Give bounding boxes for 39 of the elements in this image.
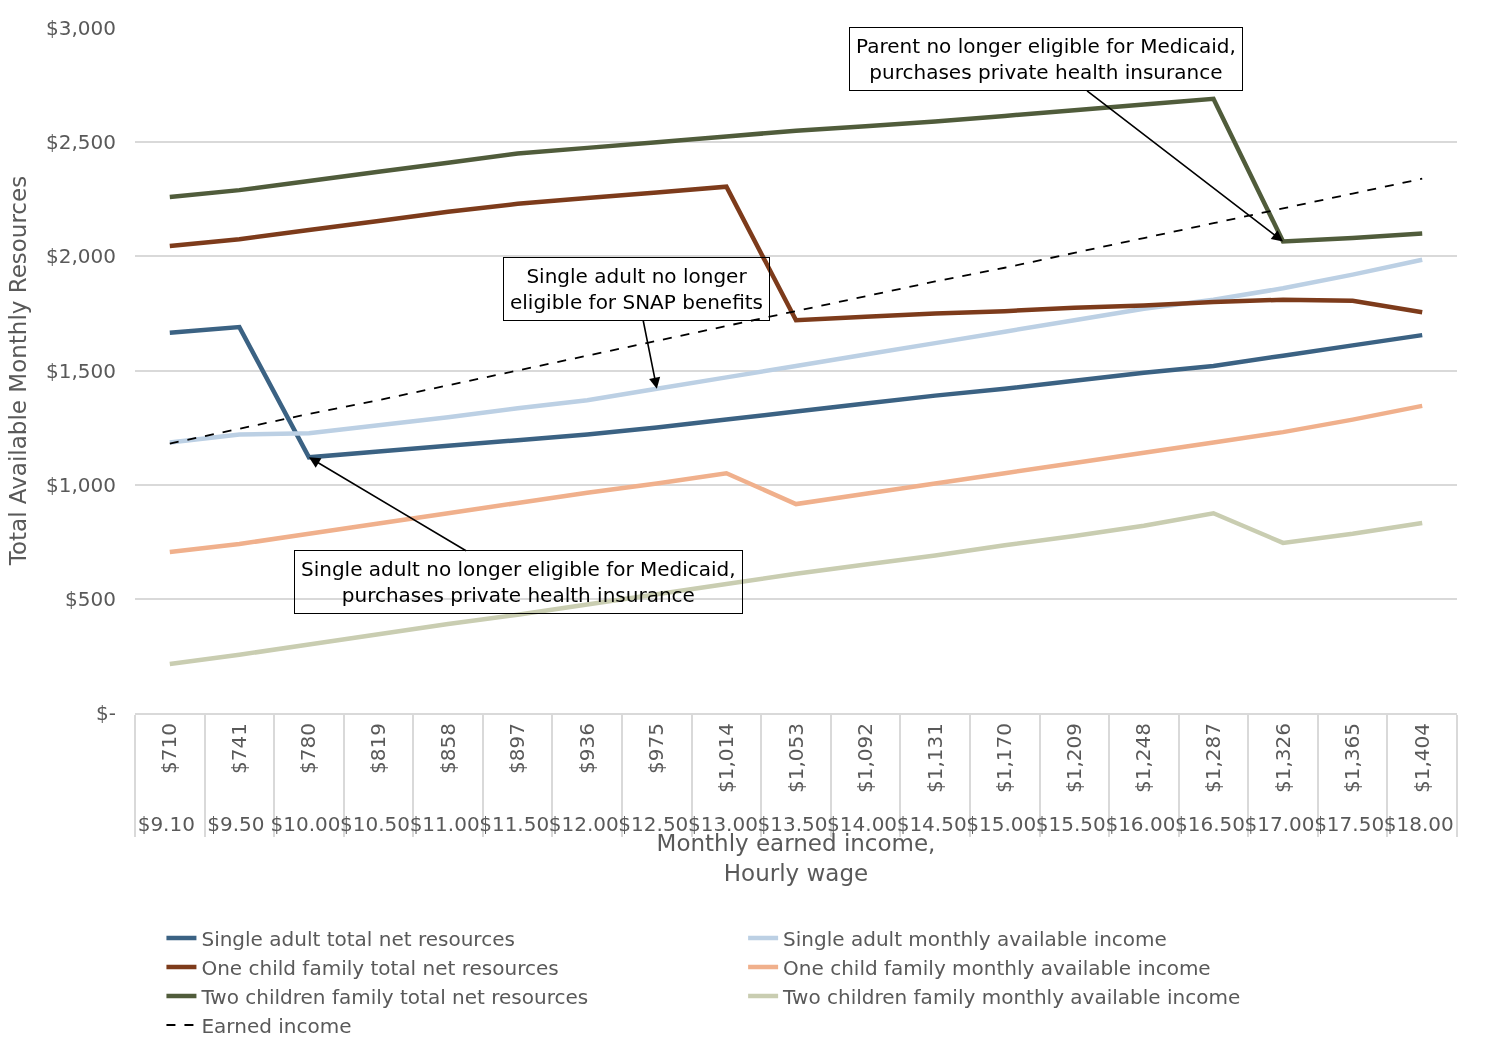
y-tick-label: $500: [65, 586, 116, 611]
y-tick-label: $2,500: [46, 130, 116, 155]
legend-label: Two children family total net resources: [200, 984, 589, 1009]
category-label: $780 $10.00: [270, 723, 341, 836]
line-series: [167, 510, 1425, 667]
legend-label: Single adult monthly available income: [783, 926, 1167, 951]
category-label: $819 $10.50: [340, 723, 411, 836]
line-series: [167, 257, 1425, 445]
category-label: $710 $9.10: [137, 723, 195, 836]
category-label: $936 $12.00: [548, 723, 619, 836]
category-label: $1,365 $17.50: [1314, 723, 1385, 836]
y-axis-title: Total Available Monthly Resources: [5, 175, 32, 567]
legend-label: Two children family monthly available income: [782, 984, 1241, 1009]
category-label: $897 $11.50: [479, 723, 550, 836]
line-series: [167, 184, 1425, 323]
annotation: Parent no longer eligible for Medicaid, purchases private health insurance: [856, 34, 1236, 84]
category-label: $858 $11.00: [409, 723, 480, 836]
y-tick-label: $2,000: [46, 244, 116, 269]
category-label: $1,209 $15.50: [1035, 723, 1106, 836]
legend-label: Earned income: [201, 1013, 352, 1038]
legend-label: One child family total net resources: [201, 955, 559, 980]
y-tick-label: $1,000: [46, 472, 116, 497]
legend-label: Single adult total net resources: [201, 926, 515, 951]
legend-label: One child family monthly available income: [783, 955, 1211, 980]
y-tick-label: $3,000: [46, 16, 116, 40]
category-label: $741 $9.50: [207, 723, 265, 836]
annotation: Single adult no longer eligible for Medicaid, purchases private health insurance: [301, 557, 736, 607]
category-label: $1,053 $13.50: [757, 723, 828, 836]
category-label: $1,287 $16.50: [1174, 723, 1245, 836]
category-label: $1,248 $16.00: [1105, 723, 1176, 836]
line-series: [167, 403, 1425, 555]
category-label: $1,170 $15.00: [966, 723, 1037, 836]
annotation: Single adult no longer eligible for SNAP benefits: [510, 264, 764, 314]
y-tick-label: $-: [96, 701, 116, 725]
category-label: $1,404 $18.00: [1383, 723, 1454, 836]
category-label: $1,131 $14.50: [896, 723, 967, 836]
category-label: $1,326 $17.00: [1244, 723, 1315, 836]
line-series: [167, 96, 1425, 244]
y-tick-label: $1,500: [46, 358, 116, 383]
